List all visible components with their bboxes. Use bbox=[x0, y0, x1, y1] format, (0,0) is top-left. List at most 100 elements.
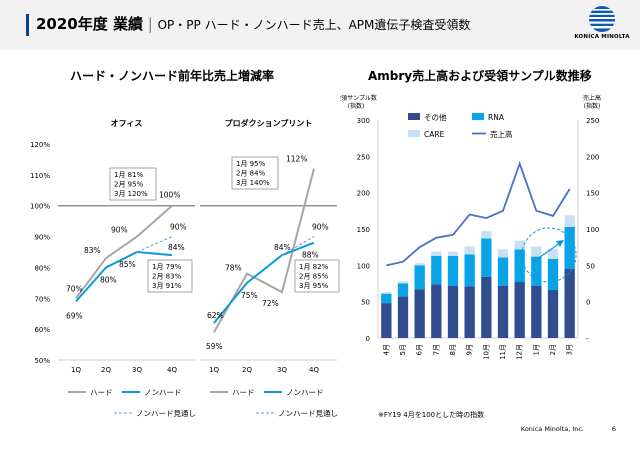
bar-segment bbox=[414, 263, 425, 266]
series-line-forecast bbox=[136, 236, 173, 253]
series-line-nonhard bbox=[75, 250, 173, 303]
bar-segment bbox=[381, 293, 392, 304]
data-label-hard: 100% bbox=[159, 191, 180, 200]
annotation-text: 3月 91% bbox=[152, 282, 182, 290]
logo-globe-icon bbox=[589, 6, 615, 32]
x-tick-label: 3Q bbox=[132, 366, 142, 374]
y-tick-label: 0 bbox=[366, 335, 370, 343]
data-label-hard: 78% bbox=[225, 264, 242, 273]
x-tick-label: 3Q bbox=[277, 366, 287, 374]
bar-segment bbox=[431, 284, 442, 338]
x-tick-label: 12月 bbox=[516, 344, 524, 360]
bar-segment bbox=[464, 246, 475, 255]
bar-segment bbox=[497, 285, 509, 338]
data-label-hard: 59% bbox=[206, 342, 223, 351]
highlight-circle bbox=[521, 227, 577, 283]
annotation-text: 1月 81% bbox=[114, 171, 144, 179]
y2-tick-label: 250 bbox=[586, 117, 599, 125]
annotation-text: 2月 83% bbox=[152, 273, 182, 281]
y2-tick-label: 150 bbox=[586, 190, 599, 198]
legend-label-nonhard: ノンハード bbox=[144, 388, 182, 397]
legend-label: CARE bbox=[424, 130, 445, 139]
annotation-text: 3月 95% bbox=[299, 282, 329, 290]
y-tick-label: 150 bbox=[357, 226, 370, 234]
data-label-nonhard: 69% bbox=[66, 311, 83, 320]
x-tick-label: 4月 bbox=[382, 344, 390, 355]
annotation-text: 3月 140% bbox=[236, 179, 270, 187]
page-number: 6 bbox=[611, 425, 616, 433]
data-label-nonhard: 85% bbox=[119, 260, 136, 269]
bar-segment bbox=[381, 292, 392, 294]
y2-tick-label: 100 bbox=[586, 226, 599, 234]
annotation-text: 2月 85% bbox=[299, 273, 329, 281]
header-bar: 2020年度 業績 | OP・PP ハード・ノンハード売上、APM遺伝子検査受領… bbox=[0, 0, 640, 50]
bar-segment bbox=[397, 281, 409, 284]
bar-segment bbox=[547, 290, 559, 338]
x-tick-label: 5月 bbox=[399, 344, 407, 355]
data-label-hard: 90% bbox=[111, 226, 128, 235]
legend-label-hard: ハード bbox=[232, 388, 255, 397]
footer-company: Konica Minolta, Inc. bbox=[520, 425, 584, 433]
legend-label-forecast: ノンハード見通し bbox=[136, 408, 196, 418]
annotation-text: 2月 84% bbox=[236, 170, 266, 178]
x-tick-label: 8月 bbox=[449, 344, 457, 355]
bar-segment bbox=[547, 258, 559, 291]
bar-segment bbox=[497, 257, 509, 286]
y2-tick-label: - bbox=[586, 335, 589, 343]
legend-swatch bbox=[472, 113, 484, 120]
x-tick-label: 7月 bbox=[432, 344, 440, 355]
bar-segment bbox=[481, 231, 492, 239]
bar-segment bbox=[514, 240, 525, 250]
data-label-hard: 70% bbox=[66, 284, 83, 293]
y-tick-label: 60% bbox=[34, 326, 50, 334]
bar-segment bbox=[564, 268, 575, 338]
data-label-forecast: 90% bbox=[170, 223, 187, 232]
legend-swatch bbox=[408, 113, 420, 120]
bar-segment bbox=[531, 256, 542, 286]
y-tick-label: 300 bbox=[357, 117, 370, 125]
y-tick-label: 200 bbox=[357, 190, 370, 198]
left-section-title: ハード・ノンハード前年比売上増減率 bbox=[70, 69, 275, 83]
bar-segment bbox=[531, 246, 542, 257]
line-chart-production: プロダクションプリント 1Q 2Q 3Q 4Q 59% 78% 72% 112% 62% 75% 84… bbox=[200, 118, 340, 418]
chart-title-office: オフィス bbox=[111, 119, 143, 128]
bar-segment bbox=[531, 285, 542, 338]
bar-segment bbox=[564, 215, 575, 227]
y-tick-label: 50 bbox=[361, 299, 370, 307]
y-tick-label: 50% bbox=[34, 357, 50, 365]
data-label-hard: 72% bbox=[262, 299, 279, 308]
bar-segment bbox=[381, 303, 392, 338]
x-tick-label: 1月 bbox=[532, 344, 540, 355]
bar-segment bbox=[464, 286, 475, 338]
data-label-hard: 112% bbox=[286, 155, 307, 164]
chart-title-production: プロダクションプリント bbox=[225, 118, 313, 128]
x-tick-label: 1Q bbox=[71, 366, 81, 374]
annotation-box bbox=[294, 259, 340, 293]
trend-arrow-line bbox=[532, 242, 561, 263]
bar-segment bbox=[481, 276, 492, 338]
x-tick-label: 11月 bbox=[499, 344, 507, 360]
bar-segment bbox=[447, 255, 459, 286]
x-tick-label: 3月 bbox=[566, 344, 574, 355]
annotation-box bbox=[231, 156, 279, 190]
data-label-forecast: 90% bbox=[312, 223, 329, 232]
trend-arrow-head bbox=[556, 240, 564, 247]
legend-label-forecast: ノンハード見通し bbox=[278, 408, 338, 418]
bar-segment bbox=[414, 265, 425, 290]
y2-tick-label: 50 bbox=[586, 262, 595, 270]
x-tick-label: 6月 bbox=[416, 344, 424, 355]
x-tick-label: 1Q bbox=[209, 366, 219, 374]
bar-segment bbox=[431, 251, 442, 256]
y-tick-label: 250 bbox=[357, 153, 370, 161]
annotation-text: 3月 120% bbox=[114, 190, 148, 198]
bar-segment bbox=[481, 238, 492, 277]
bar-segment bbox=[447, 251, 459, 256]
data-label-nonhard: 62% bbox=[207, 311, 224, 320]
company-logo: KONICA MINOLTA bbox=[570, 4, 634, 48]
page-title: 2020年度 業績 | OP・PP ハード・ノンハード売上、APM遺伝子検査受領… bbox=[36, 15, 471, 33]
data-label-hard: 83% bbox=[84, 246, 101, 255]
y-tick-label: 80% bbox=[34, 264, 50, 272]
legend-label: その他 bbox=[424, 112, 447, 122]
bar-segment bbox=[564, 226, 575, 269]
y-tick-label: 100 bbox=[357, 262, 370, 270]
